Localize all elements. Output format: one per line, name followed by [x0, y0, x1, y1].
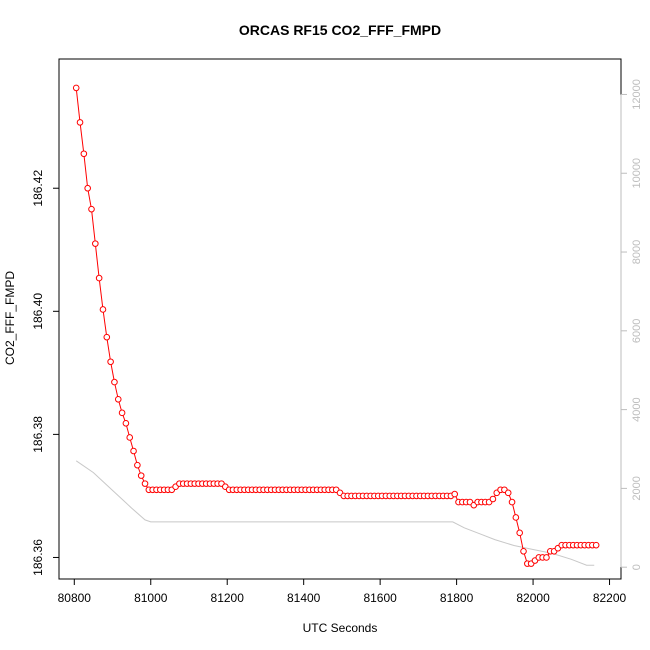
x-tick-label: 81400	[287, 591, 321, 605]
x-axis-label: UTC Seconds	[303, 621, 378, 635]
data-point	[103, 333, 111, 341]
series-layer	[72, 84, 600, 567]
data-point	[88, 205, 95, 213]
y2-axis: 0 2000 4000 6000 8000 10000 12000	[620, 79, 643, 570]
data-point	[592, 541, 600, 549]
y2-tick-label: 10000	[631, 158, 643, 189]
data-point	[451, 490, 458, 498]
data-point	[520, 548, 527, 555]
data-point	[84, 184, 91, 192]
data-point	[504, 489, 512, 497]
data-point	[126, 434, 134, 441]
data-point	[118, 409, 126, 417]
y-tick-label: 186.36	[31, 539, 45, 576]
x-tick-label: 82200	[593, 591, 627, 605]
data-point	[516, 529, 523, 537]
y-tick-label: 186.38	[31, 416, 45, 453]
x-tick-label: 81200	[211, 591, 245, 605]
x-tick-label: 82000	[516, 591, 550, 605]
data-point	[489, 495, 497, 503]
data-point	[122, 420, 130, 427]
x-axis: 80800 81000 81200 81400 81600 81800 82000 82200	[58, 578, 627, 605]
data-point	[508, 498, 516, 506]
chart-title: ORCAS RF15 CO2_FFF_FMPD	[239, 22, 441, 38]
data-point	[111, 378, 118, 386]
data-point	[99, 306, 107, 313]
y-tick-label: 186.40	[31, 293, 45, 330]
data-point	[107, 358, 114, 366]
data-point	[130, 447, 137, 455]
x-tick-label: 81800	[440, 591, 474, 605]
y-tick-label: 186.42	[31, 170, 45, 207]
data-point	[512, 514, 520, 521]
y2-tick-label: 12000	[631, 79, 643, 110]
data-point	[72, 84, 80, 92]
y-axis-label: CO2_FFF_FMPD	[3, 271, 17, 365]
y2-tick-label: 4000	[631, 397, 643, 421]
y2-tick-label: 6000	[631, 319, 643, 343]
y2-tick-label: 0	[631, 564, 643, 570]
data-point	[95, 274, 103, 282]
data-point	[543, 554, 550, 561]
y2-tick-label: 8000	[631, 240, 643, 264]
x-tick-label: 81600	[363, 591, 397, 605]
y2-tick-label: 2000	[631, 476, 643, 500]
data-point	[114, 396, 122, 403]
series-line-right-axis	[75, 460, 595, 566]
y-axis: 186.36 186.38 186.40 186.42	[31, 170, 60, 576]
data-point	[76, 119, 84, 126]
x-tick-label: 81000	[134, 591, 168, 605]
data-point	[141, 480, 149, 487]
data-point	[92, 240, 99, 247]
data-point	[80, 150, 88, 158]
plot-frame	[58, 58, 622, 580]
data-point	[137, 472, 145, 479]
x-tick-label: 80800	[58, 591, 92, 605]
data-point	[134, 461, 141, 469]
